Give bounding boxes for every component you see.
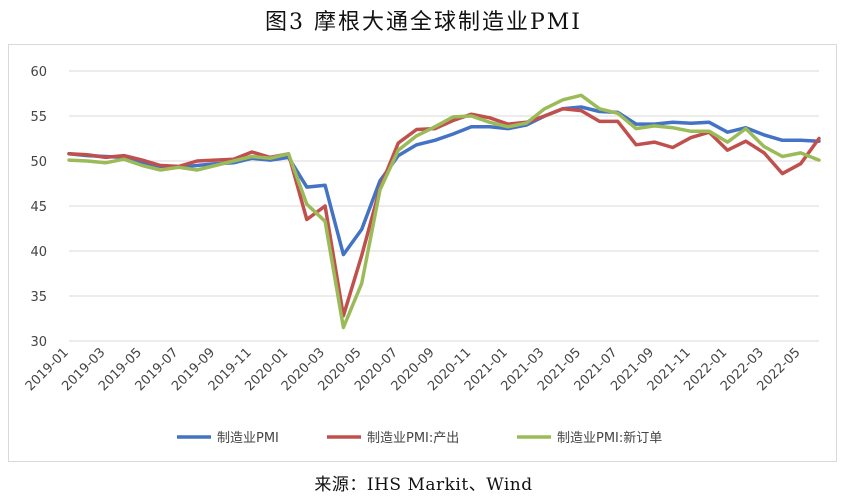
y-tick-label: 35: [30, 290, 47, 305]
y-tick-label: 30: [30, 335, 47, 350]
legend-label: 制造业PMI: [217, 431, 279, 446]
y-tick-label: 40: [30, 245, 47, 260]
legend-label: 制造业PMI:新订单: [557, 430, 662, 446]
series-line-3: [67, 93, 821, 330]
y-tick-label: 55: [30, 110, 47, 125]
y-tick-label: 60: [30, 65, 47, 80]
y-axis-tick-labels: 30 35 40 45 50 55 60: [30, 65, 47, 350]
y-tick-label: 50: [30, 155, 47, 170]
line-chart: 30 35 40 45 50 55 60 2019-012019-032019-052019…: [23, 65, 821, 446]
x-axis-tick-labels: 2019-012019-032019-052019-072019-092019-…: [23, 345, 804, 394]
series-line-1: [67, 105, 821, 257]
y-tick-label: 45: [30, 200, 47, 215]
legend: 制造业PMI 制造业PMI:产出 制造业PMI:新订单: [177, 430, 662, 446]
source-note: 来源：IHS Markit、Wind: [314, 475, 533, 495]
series-lines: [67, 93, 821, 330]
chart-frame: 30 35 40 45 50 55 60 2019-01 2019-03 2019-05 2019…: [8, 44, 837, 462]
figure-title: 图3 摩根大通全球制造业PMI: [264, 10, 582, 35]
legend-label: 制造业PMI:产出: [367, 431, 459, 446]
series-line-2: [67, 107, 821, 318]
gridlines: [69, 70, 819, 342]
